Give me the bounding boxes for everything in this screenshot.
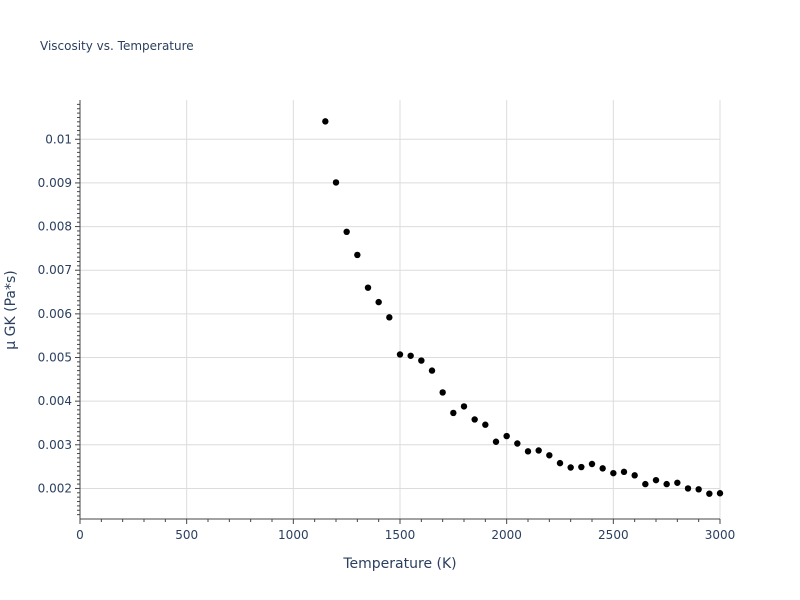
data-point[interactable] xyxy=(407,352,414,359)
y-tick-label: 0.005 xyxy=(38,351,72,365)
data-point[interactable] xyxy=(439,389,446,396)
data-point[interactable] xyxy=(514,440,521,447)
y-axis-title: μ GK (Pa*s) xyxy=(3,270,19,349)
data-point[interactable] xyxy=(652,476,660,484)
data-point[interactable] xyxy=(642,480,649,488)
y-tick-label: 0.009 xyxy=(38,176,72,190)
data-point[interactable] xyxy=(322,118,329,125)
data-point[interactable] xyxy=(556,459,564,467)
x-tick-label: 1000 xyxy=(278,528,309,542)
data-point[interactable] xyxy=(450,409,457,417)
axes: 0 500 1000 1500 2000 2500 3000 0.002 0.003 0.004 0… xyxy=(38,100,736,542)
data-point[interactable] xyxy=(492,438,500,445)
data-point[interactable] xyxy=(396,351,404,358)
data-point[interactable] xyxy=(620,468,628,476)
data-point[interactable] xyxy=(716,490,724,497)
x-tick-label: 2500 xyxy=(598,528,629,542)
data-point[interactable] xyxy=(503,432,510,440)
x-tick-label: 2000 xyxy=(491,528,522,542)
data-point[interactable] xyxy=(354,251,361,259)
data-point[interactable] xyxy=(567,464,574,471)
data-point[interactable] xyxy=(546,452,553,459)
data-point[interactable] xyxy=(610,469,617,477)
data-point[interactable] xyxy=(364,284,372,291)
x-tick-label: 3000 xyxy=(705,528,736,542)
data-point[interactable] xyxy=(386,314,393,321)
data-point[interactable] xyxy=(375,298,382,306)
data-point[interactable] xyxy=(588,460,596,468)
x-tick-label: 500 xyxy=(175,528,198,542)
data-points xyxy=(322,118,724,497)
data-point[interactable] xyxy=(471,416,478,423)
x-axis-title: Temperature (K) xyxy=(342,556,456,572)
data-point[interactable] xyxy=(460,403,468,410)
y-tick-label: 0.008 xyxy=(38,220,72,234)
data-point[interactable] xyxy=(695,486,702,493)
chart-title: Viscosity vs. Temperature xyxy=(40,39,194,53)
y-tick-label: 0.007 xyxy=(38,263,72,277)
data-point[interactable] xyxy=(674,479,681,486)
y-tick-label: 0.002 xyxy=(38,481,72,495)
data-point[interactable] xyxy=(631,472,638,479)
y-tick-label: 0.004 xyxy=(38,394,72,408)
data-point[interactable] xyxy=(332,179,340,186)
grid-lines xyxy=(80,100,721,519)
data-point[interactable] xyxy=(663,480,670,488)
x-tick-label: 1500 xyxy=(385,528,416,542)
y-tick-label: 0.01 xyxy=(45,132,72,146)
data-point[interactable] xyxy=(684,485,692,492)
data-point[interactable] xyxy=(599,465,606,472)
y-tick-label: 0.006 xyxy=(38,307,72,321)
data-point[interactable] xyxy=(418,357,425,364)
data-point[interactable] xyxy=(706,490,713,497)
data-point[interactable] xyxy=(535,447,542,454)
y-tick-label: 0.003 xyxy=(38,438,72,452)
data-point[interactable] xyxy=(428,367,436,374)
data-point[interactable] xyxy=(482,421,489,428)
data-point[interactable] xyxy=(524,448,532,455)
data-point[interactable] xyxy=(343,228,350,236)
x-tick-label: 0 xyxy=(76,528,84,542)
data-point[interactable] xyxy=(578,463,585,471)
